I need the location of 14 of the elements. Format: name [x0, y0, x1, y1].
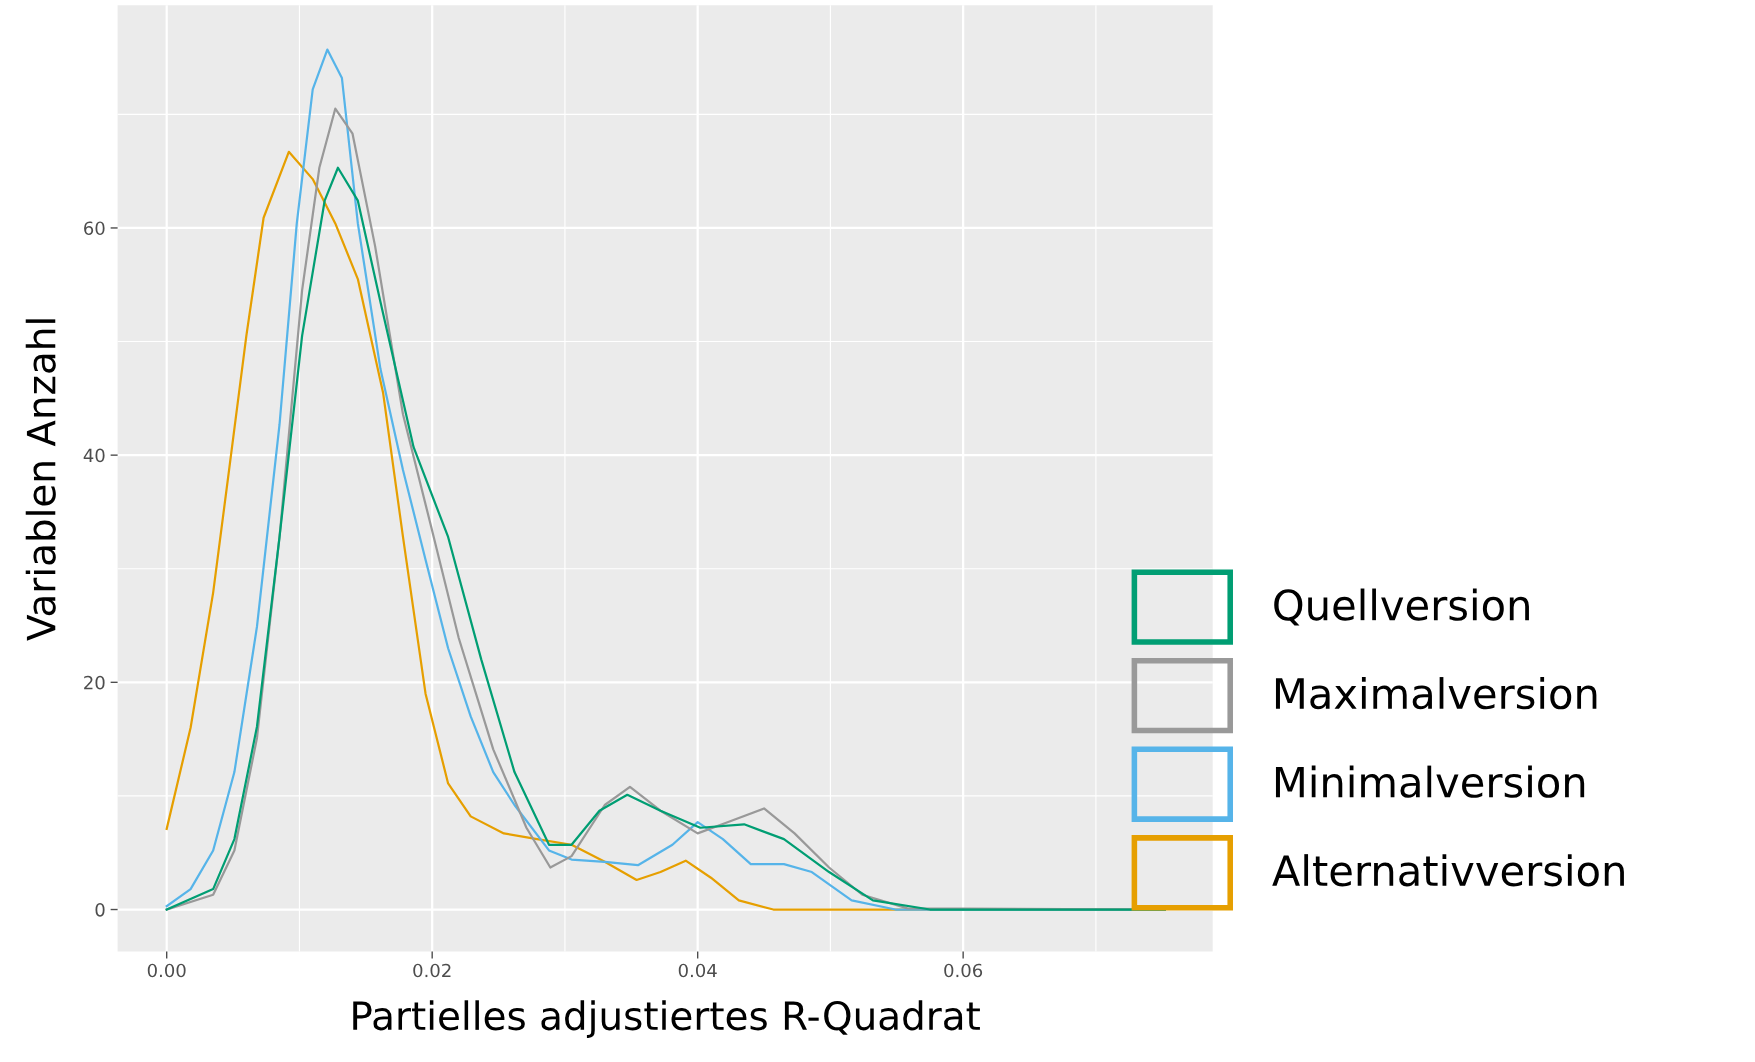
x-axis-title: Partielles adjustiertes R-Quadrat: [353, 1000, 980, 1038]
y-tick-label: 20: [84, 675, 105, 690]
legend-label: Quellversion: [1274, 588, 1529, 626]
legend-label: Maximalversion: [1275, 677, 1597, 710]
x-tick-label: 0.00: [147, 963, 186, 978]
x-tick-label: 0.04: [678, 963, 717, 978]
y-tick-label: 40: [83, 448, 105, 463]
y-tick-label: 0: [95, 902, 105, 917]
y-axis-title: Variablen Anzahl: [25, 319, 56, 641]
x-tick-label: 0.06: [944, 963, 983, 978]
y-tick-label: 60: [84, 221, 105, 236]
legend-label: Alternativversion: [1272, 854, 1624, 887]
x-tick-label: 0.02: [413, 963, 451, 978]
legend-label: Minimalversion: [1275, 765, 1585, 798]
